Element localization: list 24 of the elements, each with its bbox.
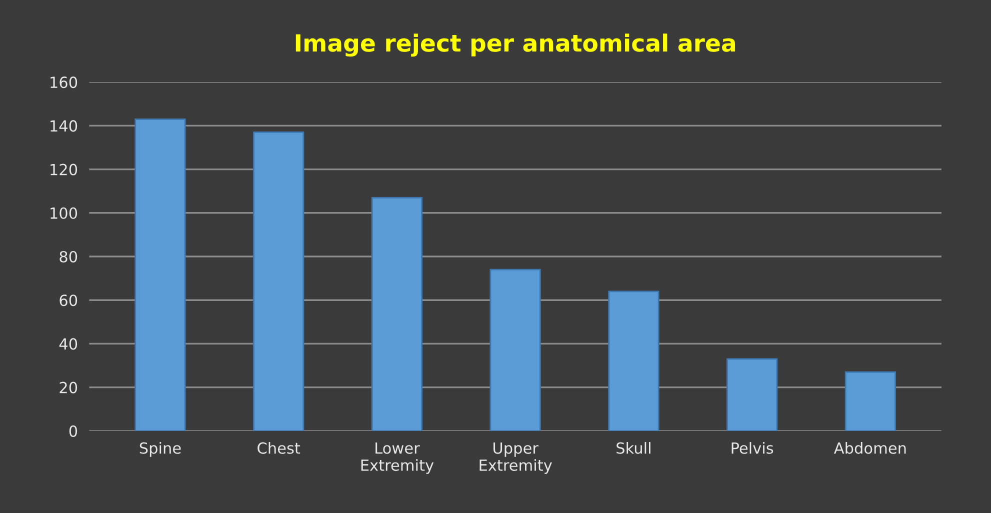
x-tick-label: Upper Extremity [480, 442, 552, 474]
bar [371, 196, 423, 431]
chart-title: Image reject per anatomical area [296, 34, 736, 57]
bar [134, 118, 186, 431]
x-tick-label: Skull [616, 442, 650, 454]
bar [844, 371, 896, 431]
y-tick-label: 0 [69, 425, 78, 437]
y-tick-label: 40 [59, 338, 78, 350]
y-tick-label: 160 [50, 76, 78, 88]
y-tick-label: 140 [50, 120, 78, 132]
bar [490, 268, 541, 431]
y-tick-label: 120 [50, 164, 78, 176]
x-tick-label: Spine [140, 442, 181, 457]
x-tick-label: Chest [258, 442, 300, 454]
bar [608, 290, 660, 431]
bar [726, 358, 778, 431]
x-tick-label: Pelvis [732, 442, 774, 454]
bar [253, 132, 304, 431]
y-tick-label: 80 [60, 250, 78, 263]
y-tick-label: 100 [50, 207, 78, 219]
y-tick-label: 60 [60, 294, 78, 306]
x-tick-label: Abdomen [834, 442, 906, 454]
y-tick-label: 20 [60, 382, 78, 394]
x-tick-label: Lower Extremity [361, 442, 434, 474]
